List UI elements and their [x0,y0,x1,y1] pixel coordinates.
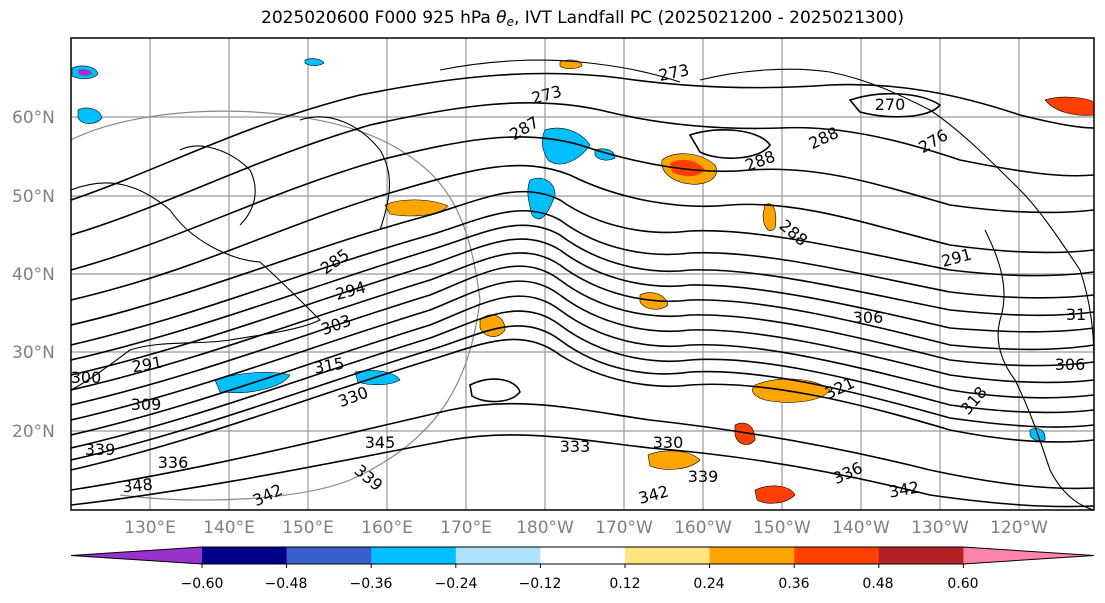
shaded-patches [71,58,1094,504]
lon-label-120w: 120°W [990,518,1048,538]
contour-label: 270 [875,95,906,114]
latitude-labels: 60°N 50°N 40°N 30°N 20°N [12,108,55,442]
contour-label: 345 [365,433,396,452]
lat-label-50n: 50°N [12,187,55,207]
lon-label-180w: 180°W [516,518,574,538]
lat-label-60n: 60°N [12,108,55,128]
gridlines [71,38,1094,510]
theta-symbol: θ [496,8,507,28]
lon-label-140w: 140°W [832,518,890,538]
contour-label: 339 [688,467,719,486]
colorbar-tick-label: 0.48 [862,576,893,592]
colorbar [70,546,1095,568]
colorbar-segment [878,547,964,564]
theta-e-contours [71,72,1094,508]
lon-label-170w: 170°W [595,518,653,538]
lon-label-130e: 130°E [124,518,176,538]
colorbar-segment [794,547,880,564]
lon-label-150e: 150°E [282,518,334,538]
title-prefix: 2025020600 F000 925 hPa [261,8,497,28]
colorbar-segment [371,547,457,564]
map-title: 2025020600 F000 925 hPa θe, IVT Landfall… [0,8,1105,29]
colorbar-tick-label: −0.36 [350,576,393,592]
contour-label: 300 [71,368,102,387]
lat-label-40n: 40°N [12,265,55,285]
longitude-labels: 130°E 140°E 150°E 160°E 170°E 180°W 170°… [124,518,1048,538]
contour-label: 309 [131,395,162,414]
colorbar-tick-label: 0.24 [693,576,724,592]
theta-subscript: e [506,15,514,29]
contour-label: 306 [1055,355,1086,374]
lat-label-20n: 20°N [12,422,55,442]
map-border [70,37,1095,511]
colorbar-tick-label: −0.60 [181,576,224,592]
contour-label: 348 [121,475,153,497]
colorbar-tick-label: 0.12 [609,576,640,592]
lon-label-150w: 150°W [753,518,811,538]
colorbar-segment [455,547,541,564]
domain-outline [71,110,481,501]
contour-label: 306 [853,308,884,327]
colorbar-segment [625,547,711,564]
lat-label-30n: 30°N [12,343,55,363]
colorbar-tick-label: −0.48 [265,576,308,592]
lon-label-140e: 140°E [203,518,255,538]
colorbar-extend-low [71,547,202,564]
colorbar-extend-high [963,547,1094,564]
map-content [71,38,1094,510]
coastlines [71,59,1094,510]
colorbar-segment [540,547,626,564]
contour-label: 336 [158,453,189,472]
lon-label-130w: 130°W [911,518,969,538]
lon-label-160w: 160°W [674,518,732,538]
colorbar-tick-label: 0.60 [947,576,978,592]
lon-label-170e: 170°E [440,518,492,538]
contour-label: 31 [1066,305,1086,324]
colorbar-segment [202,547,288,564]
colorbar-tick-label: −0.24 [435,576,478,592]
title-suffix: , IVT Landfall PC (2025021200 - 20250213… [513,8,904,28]
colorbar-tick-label: 0.36 [778,576,809,592]
lon-label-160e: 160°E [361,518,413,538]
colorbar-segment [709,547,795,564]
colorbar-segment [286,547,372,564]
contour-label: 333 [560,437,591,456]
colorbar-tick-label: −0.12 [519,576,562,592]
contour-label: 339 [85,440,116,459]
colorbar-ticks: −0.60 −0.48 −0.36 −0.24 −0.12 0.12 0.24 … [181,576,979,592]
contour-label: 330 [653,433,684,452]
